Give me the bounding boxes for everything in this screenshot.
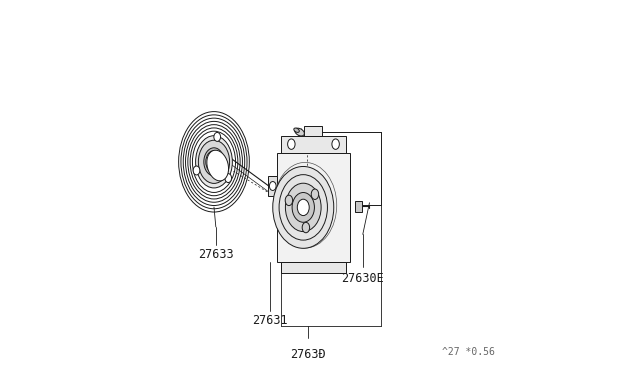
Ellipse shape (198, 140, 230, 183)
Text: 27633: 27633 (198, 248, 234, 262)
Ellipse shape (207, 150, 228, 181)
Ellipse shape (285, 183, 321, 231)
Text: 2763Ð: 2763Ð (291, 348, 326, 361)
Ellipse shape (269, 182, 276, 190)
Ellipse shape (298, 199, 309, 216)
Ellipse shape (295, 128, 305, 136)
Ellipse shape (273, 167, 334, 248)
Ellipse shape (204, 148, 224, 176)
Ellipse shape (214, 132, 221, 141)
Ellipse shape (285, 195, 292, 206)
Text: ^27 *0.56: ^27 *0.56 (442, 347, 495, 357)
Ellipse shape (311, 189, 319, 199)
Ellipse shape (294, 128, 300, 132)
Ellipse shape (196, 136, 232, 188)
Ellipse shape (292, 193, 314, 222)
Ellipse shape (287, 139, 295, 150)
Ellipse shape (206, 151, 222, 173)
Text: 27630E: 27630E (341, 272, 384, 285)
Bar (304, 126, 323, 136)
Bar (355, 201, 362, 212)
Bar (277, 153, 350, 262)
Bar (268, 176, 277, 196)
Ellipse shape (225, 174, 232, 183)
Text: 27631: 27631 (252, 314, 287, 327)
Bar (281, 262, 346, 273)
Bar (281, 136, 346, 153)
Ellipse shape (302, 222, 310, 233)
Ellipse shape (332, 139, 339, 150)
Ellipse shape (193, 166, 200, 175)
